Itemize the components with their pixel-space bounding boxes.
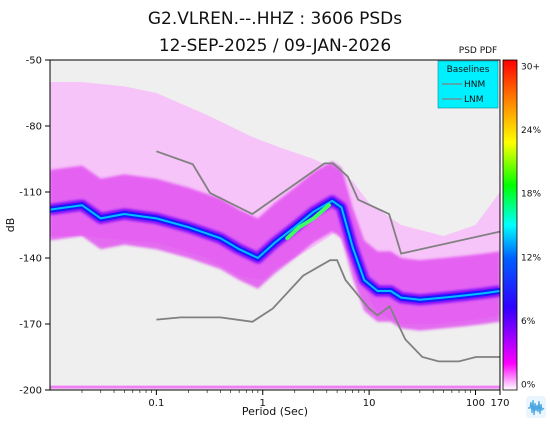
chart-subtitle: 12-SEP-2025 / 09-JAN-2026 xyxy=(159,36,391,56)
colorbar-tick-label-0: 30+ xyxy=(521,63,540,73)
y-tick-label-3: -140 xyxy=(19,254,42,265)
x-tick-label-4: 170 xyxy=(490,398,509,409)
y-tick-label-5: -200 xyxy=(19,386,42,397)
x-tick-label-1: 1 xyxy=(260,398,266,409)
x-axis: 0.1 1 10 100 170 xyxy=(81,390,510,409)
colorbar xyxy=(502,59,518,391)
legend: Baselines HNM LNM xyxy=(437,60,499,109)
colorbar-tick-label-1: 24% xyxy=(521,126,541,136)
baseline-lines xyxy=(156,150,500,363)
y-tick-label-0: -50 xyxy=(26,56,42,67)
y-tick-label-2: -110 xyxy=(19,188,42,199)
colorbar-tick-label-5: 0% xyxy=(521,381,536,391)
baseline-hnm xyxy=(156,150,500,255)
logo-icon xyxy=(526,396,546,418)
colorbar-tick-label-4: 6% xyxy=(521,317,536,327)
psd-density-field xyxy=(50,82,500,389)
density-band-cyan xyxy=(50,199,500,301)
legend-label-hnm: HNM xyxy=(464,80,485,90)
x-axis-label: Period (Sec) xyxy=(242,405,308,418)
x-tick-label-0: 0.1 xyxy=(148,398,164,409)
y-tick-label-1: -80 xyxy=(26,122,42,133)
colorbar-title: PSD PDF xyxy=(459,46,497,56)
density-floor-strip xyxy=(50,385,500,389)
y-tick-label-4: -170 xyxy=(19,320,42,331)
density-peak-green xyxy=(285,203,331,241)
legend-label-lnm: LNM xyxy=(464,95,484,105)
x-tick-label-3: 100 xyxy=(466,398,485,409)
x-tick-label-2: 10 xyxy=(363,398,376,409)
y-axis-label: dB xyxy=(4,218,17,233)
colorbar-tick-label-3: 12% xyxy=(521,253,541,263)
y-axis: -50 -80 -110 -140 -170 -200 xyxy=(19,56,50,397)
chart-title: G2.VLREN.--.HHZ : 3606 PSDs xyxy=(148,9,402,29)
plot-frame xyxy=(49,59,501,391)
colorbar-ticks: 30+ 24% 18% 12% 6% 0% xyxy=(521,63,541,391)
baseline-lnm xyxy=(156,259,500,363)
colorbar-tick-label-2: 18% xyxy=(521,190,541,200)
legend-title: Baselines xyxy=(447,65,490,75)
